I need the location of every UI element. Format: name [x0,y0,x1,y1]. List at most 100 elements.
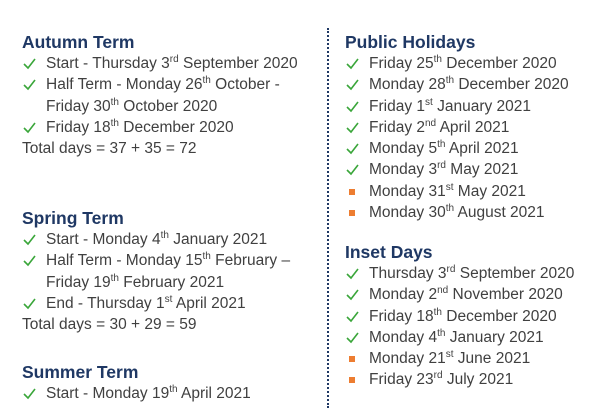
check-mark [346,289,359,301]
item-text: Start - Thursday 3 [46,55,170,72]
item-text: Monday 31 [369,182,446,200]
item-text: Friday 18 [46,118,111,136]
item-text: Half Term - Monday 15 [46,252,203,270]
item-text: Friday 1 [369,97,425,115]
column-divider [327,28,329,408]
list-item: Friday 18th December 2020 [22,117,312,138]
check-bullet [346,332,359,344]
ordinal-suffix: rd [446,264,456,275]
item-text: December 2020 [454,76,569,94]
check-mark [346,311,359,322]
item-text: Friday 25 [369,55,434,72]
list-item: Start - Monday 19th April 2021 [22,383,312,404]
check-mark [346,332,359,344]
check-bullet [23,255,36,267]
ordinal-suffix: rd [437,160,446,172]
section-heading: Inset Days [345,242,433,262]
item-text: December 2020 [118,118,234,136]
item-text: May 2021 [453,182,526,200]
ordinal-suffix: th [110,96,119,108]
section: Autumn Term Start - Thursday 3rd Septembe… [22,31,312,159]
ordinal-suffix: nd [425,117,437,129]
item-text: August 2021 [454,204,545,222]
item-text: January 2021 [432,97,532,115]
check-bullet [23,388,36,400]
ordinal-suffix: th [202,75,211,87]
check-bullet [346,164,359,176]
item-text: Monday 5 [369,140,438,158]
item-text: October 2020 [118,97,218,115]
ordinal-suffix: st [445,181,454,193]
item-text: Monday 30 [369,204,446,222]
item-text: Friday 2 [369,118,425,136]
list-item: Monday 31st May 2021 [345,181,595,202]
item-text: May 2021 [445,161,519,179]
item-text: February 2021 [118,273,225,291]
check-bullet [23,298,36,310]
list-item: Monday 5th April 2021 [345,138,595,159]
section: Summer Term Start - Monday 19th April 202… [22,361,312,404]
list-item: Half Term - Monday 26th October - Friday… [22,74,312,117]
ordinal-suffix: th [437,139,446,151]
list-item: Monday 3rd May 2021 [345,159,595,180]
check-bullet [346,268,359,280]
check-mark [346,143,359,155]
ordinal-suffix: rd [169,54,179,65]
ordinal-suffix: th [169,384,178,395]
check-mark [23,255,36,267]
check-mark [346,164,359,176]
section: Inset Days Thursday 3rd September 2020 Mon… [345,241,595,391]
check-bullet [346,311,359,322]
item-text: Monday 28 [369,76,446,94]
ordinal-suffix: th [202,251,211,263]
ordinal-suffix: th [433,54,442,65]
list-item: Monday 2nd November 2020 [345,284,595,305]
list-item: End - Thursday 1st April 2021 [22,293,312,314]
square-bullet [349,377,355,384]
section-heading: Public Holidays [345,32,476,52]
total-days: Total days = 30 + 29 = 59 [22,316,197,334]
list-item: Monday 21st June 2021 [345,348,595,369]
check-bullet [346,101,359,112]
square-bullet [349,210,355,217]
list-item: Start - Monday 4th January 2021 [22,229,312,250]
section: Spring Term Start - Monday 4th January 20… [22,207,312,335]
section: Public Holidays Friday 25th December 2020… [345,31,595,223]
check-bullet [346,289,359,301]
check-bullet [346,122,359,134]
list-item: Friday 2nd April 2021 [345,117,595,138]
ordinal-suffix: st [445,349,454,361]
item-text: July 2021 [442,371,514,389]
ordinal-suffix: nd [437,285,449,297]
ordinal-suffix: st [425,96,433,108]
item-text: Monday 21 [369,350,446,368]
ordinal-suffix: th [445,203,455,215]
section-heading: Autumn Term [22,32,135,52]
check-bullet [346,79,359,91]
item-text: April 2021 [177,385,251,402]
list-item: Start - Thursday 3rd September 2020 [22,53,312,74]
check-bullet [23,58,36,70]
square-bullet [349,356,355,363]
item-text: Start - Monday 19 [46,385,170,402]
item-text: February – Friday 19 [46,252,291,291]
item-text: Monday 4 [369,328,438,346]
square-bullet [349,188,355,195]
check-mark [23,122,36,134]
ordinal-suffix: th [437,327,446,339]
item-text: April 2021 [436,118,510,136]
item-text: End - Thursday 1 [46,294,165,312]
check-mark [23,58,36,70]
list-item: Friday 25th December 2020 [345,53,595,74]
ordinal-suffix: th [445,75,455,87]
ordinal-suffix: th [110,117,119,129]
check-mark [23,234,36,246]
item-text: Friday 23 [369,371,434,389]
list-item: Friday 18th December 2020 [345,306,595,327]
list-item: Friday 1st January 2021 [345,96,595,117]
list-item: Monday 28th December 2020 [345,74,595,95]
check-bullet [23,234,36,246]
check-mark [346,58,359,70]
item-text: Monday 2 [369,286,438,304]
